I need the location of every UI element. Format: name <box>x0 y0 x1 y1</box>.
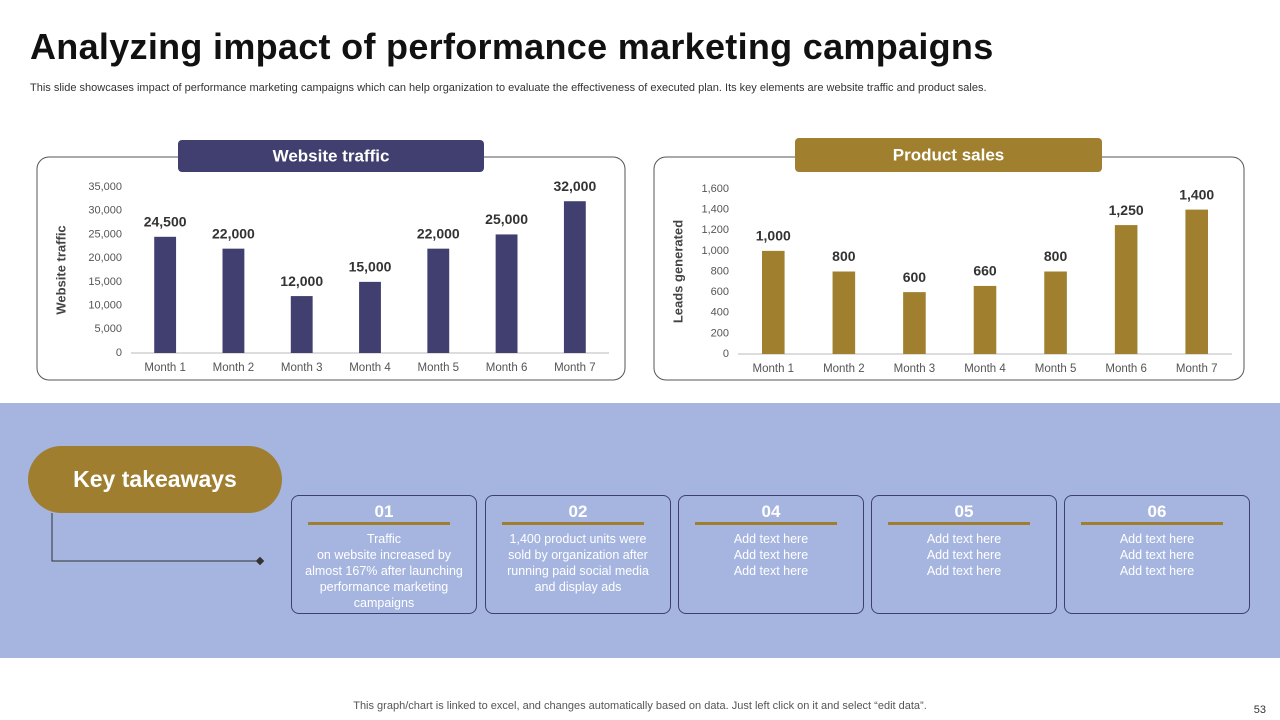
card-rule <box>308 522 450 525</box>
card-rule <box>1081 522 1223 525</box>
x-tick-label: Month 1 <box>144 362 186 374</box>
value-label: 1,250 <box>1109 202 1144 218</box>
x-tick-label: Month 7 <box>1176 363 1218 375</box>
bar <box>1044 271 1067 354</box>
card-text: Add text here Add text here Add text her… <box>926 532 1002 578</box>
y-tick-label: 400 <box>711 307 729 319</box>
card-number: 01 <box>374 502 394 521</box>
x-tick-label: Month 5 <box>418 362 460 374</box>
x-tick-label: Month 1 <box>753 363 795 375</box>
bar <box>832 271 856 354</box>
card-number: 05 <box>954 502 974 521</box>
bar <box>427 248 450 353</box>
y-tick-label: 20,000 <box>88 252 122 264</box>
card-rule <box>695 522 837 525</box>
bar <box>222 248 245 353</box>
value-label: 25,000 <box>485 211 528 227</box>
value-label: 800 <box>832 248 856 264</box>
chart-title: Product sales <box>893 145 1005 164</box>
bar <box>1114 225 1138 354</box>
y-tick-label: 0 <box>723 348 729 360</box>
y-tick-label: 0 <box>116 347 122 359</box>
page-number: 53 <box>1253 704 1266 716</box>
card-rule <box>502 522 644 525</box>
card-number: 06 <box>1147 502 1167 521</box>
value-label: 1,400 <box>1179 186 1214 202</box>
x-tick-label: Month 4 <box>349 362 391 374</box>
chart-frame <box>36 156 626 381</box>
bar <box>290 296 313 353</box>
x-tick-label: Month 5 <box>1035 363 1077 375</box>
x-tick-label: Month 3 <box>281 362 323 374</box>
value-label: 22,000 <box>417 225 460 241</box>
takeaway-card: 01 Traffic on website increased by almost… <box>291 495 477 614</box>
slide-subtitle: This slide showcases impact of performan… <box>30 82 987 94</box>
bar <box>1185 209 1209 354</box>
x-tick-label: Month 3 <box>894 363 936 375</box>
bar <box>495 234 518 353</box>
bar <box>903 292 926 354</box>
card-text: Add text here Add text here Add text her… <box>733 532 809 578</box>
y-tick-label: 30,000 <box>88 205 122 217</box>
card-number: 04 <box>761 502 781 521</box>
value-label: 1,000 <box>756 228 791 244</box>
y-tick-label: 35,000 <box>88 181 122 193</box>
takeaway-card: 04 Add text here Add text here Add text h… <box>678 495 864 614</box>
card-number: 02 <box>568 502 588 521</box>
connector <box>51 513 260 562</box>
value-label: 600 <box>903 269 927 285</box>
slide-title: Analyzing impact of performance marketin… <box>30 26 994 67</box>
chart-title: Website traffic <box>273 146 390 165</box>
chart-frame <box>653 156 1245 381</box>
x-tick-label: Month 4 <box>964 363 1006 375</box>
chart-title-pill <box>178 140 484 172</box>
y-axis-label: Website traffic <box>53 225 68 314</box>
x-tick-label: Month 2 <box>213 362 255 374</box>
card-rule <box>888 522 1030 525</box>
x-tick-label: Month 6 <box>1105 363 1147 375</box>
card-text: Add text here Add text here Add text her… <box>1119 532 1195 578</box>
value-label: 24,500 <box>144 214 187 230</box>
card-text: Traffic on website increased by almost 1… <box>305 532 463 610</box>
footer-note: This graph/chart is linked to excel, and… <box>353 700 927 712</box>
value-label: 12,000 <box>280 273 323 289</box>
value-label: 660 <box>973 263 997 279</box>
y-tick-label: 200 <box>711 327 729 339</box>
bar <box>154 236 177 353</box>
value-label: 800 <box>1044 248 1068 264</box>
chart-title-pill <box>795 138 1102 172</box>
takeaway-card: 02 1,400 product units were sold by organ… <box>485 495 671 614</box>
x-tick-label: Month 6 <box>486 362 528 374</box>
card-text: 1,400 product units were sold by organiz… <box>507 532 649 594</box>
bar <box>761 250 785 354</box>
y-tick-label: 1,600 <box>701 183 729 195</box>
y-tick-label: 1,000 <box>701 245 729 257</box>
value-label: 22,000 <box>212 225 255 241</box>
bar <box>973 285 997 354</box>
y-tick-label: 15,000 <box>88 276 122 288</box>
x-tick-label: Month 7 <box>554 362 596 374</box>
y-tick-label: 600 <box>711 286 729 298</box>
takeaways-band <box>0 403 1280 658</box>
y-tick-label: 1,400 <box>701 204 729 216</box>
y-tick-label: 10,000 <box>88 299 122 311</box>
value-label: 32,000 <box>553 178 596 194</box>
bar <box>563 201 586 353</box>
y-tick-label: 25,000 <box>88 228 122 240</box>
value-label: 15,000 <box>349 259 392 275</box>
connector-diamond <box>255 556 265 566</box>
y-tick-label: 800 <box>711 265 729 277</box>
takeaway-card: 06 Add text here Add text here Add text h… <box>1064 495 1250 614</box>
takeaways-title: Key takeaways <box>28 446 282 513</box>
y-tick-label: 5,000 <box>94 323 122 335</box>
bar <box>359 281 381 353</box>
takeaway-card: 05 Add text here Add text here Add text h… <box>871 495 1057 614</box>
x-tick-label: Month 2 <box>823 363 865 375</box>
y-axis-label: Leads generated <box>670 220 685 323</box>
y-tick-label: 1,200 <box>701 224 729 236</box>
